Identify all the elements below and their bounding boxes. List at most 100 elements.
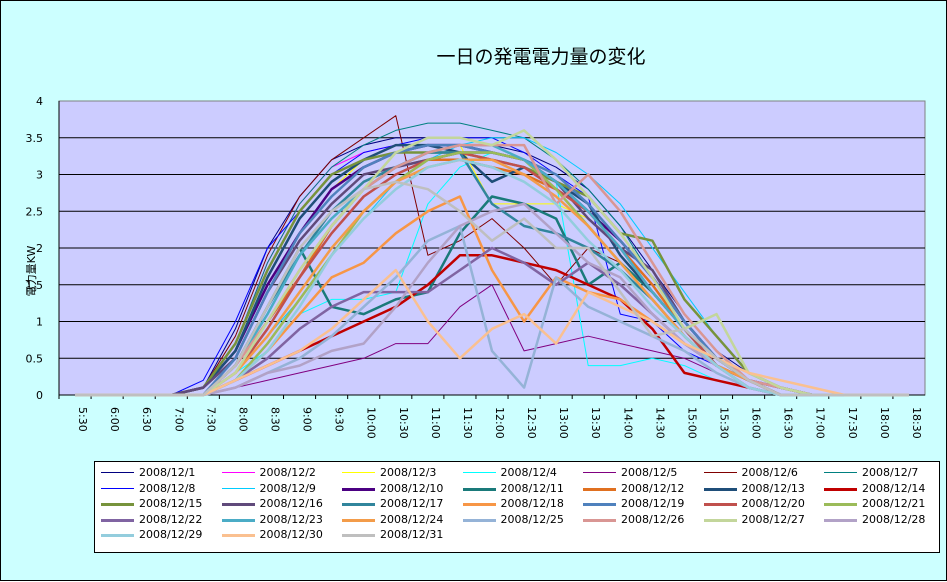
x-tick-label: 5:30 bbox=[76, 407, 89, 432]
series-lines bbox=[75, 115, 909, 397]
legend-label: 2008/12/18 bbox=[500, 497, 564, 510]
legend-swatch bbox=[703, 472, 737, 473]
x-tick-label: 10:30 bbox=[397, 407, 410, 439]
x-tick-label: 18:30 bbox=[910, 407, 923, 439]
legend-label: 2008/12/29 bbox=[139, 528, 203, 541]
legend-swatch bbox=[221, 487, 255, 489]
y-tick-label: 3 bbox=[36, 169, 43, 182]
legend: 2008/12/1 2008/12/2 2008/12/3 2008/12/4 2008… bbox=[94, 461, 940, 553]
legend-label: 2008/12/30 bbox=[259, 528, 323, 541]
legend-label: 2008/12/6 bbox=[741, 466, 798, 479]
x-tick-label: 7:30 bbox=[204, 407, 217, 432]
legend-label: 2008/12/14 bbox=[862, 481, 926, 495]
x-tick-label: 17:30 bbox=[846, 407, 859, 439]
legend-swatch bbox=[221, 534, 255, 537]
legend-swatch bbox=[583, 472, 616, 473]
legend-label: 2008/12/27 bbox=[741, 512, 805, 526]
legend-label: 2008/12/2 bbox=[259, 466, 316, 479]
legend-label: 2008/12/23 bbox=[259, 512, 323, 526]
legend-swatch bbox=[342, 518, 375, 522]
y-tick-label: 2 bbox=[36, 242, 43, 255]
legend-swatch bbox=[824, 503, 857, 506]
legend-swatch bbox=[342, 487, 375, 491]
x-tick-label: 8:30 bbox=[268, 407, 281, 432]
legend-label: 2008/12/12 bbox=[621, 481, 685, 495]
y-tick-label: 1.5 bbox=[26, 279, 44, 292]
x-tick-label: 16:30 bbox=[782, 407, 795, 439]
legend-label: 2008/12/4 bbox=[500, 466, 557, 479]
x-tick-label: 14:30 bbox=[653, 407, 666, 439]
legend-label: 2008/12/7 bbox=[862, 466, 919, 479]
legend-swatch bbox=[101, 472, 134, 473]
x-tick-label: 18:00 bbox=[878, 407, 891, 439]
legend-swatch bbox=[703, 503, 737, 506]
legend-label: 2008/12/25 bbox=[500, 512, 564, 526]
x-tick-label: 9:00 bbox=[301, 407, 314, 432]
y-tick-label: 1 bbox=[36, 316, 43, 329]
x-tick-label: 15:30 bbox=[718, 407, 731, 439]
x-tick-label: 8:00 bbox=[236, 407, 249, 432]
legend-swatch bbox=[703, 518, 737, 522]
x-tick-label: 10:00 bbox=[365, 407, 378, 439]
legend-swatch bbox=[462, 487, 496, 491]
x-tick-label: 14:00 bbox=[621, 407, 634, 439]
legend-swatch bbox=[101, 503, 134, 506]
legend-swatch bbox=[583, 487, 616, 491]
legend-swatch bbox=[101, 518, 134, 522]
legend-swatch bbox=[824, 487, 857, 491]
legend-swatch bbox=[583, 518, 616, 522]
y-axis-ticks: 0 0.5 1 1.5 2 2.5 3 3.5 4 bbox=[26, 95, 44, 402]
x-tick-label: 13:00 bbox=[557, 407, 570, 439]
legend-swatch bbox=[221, 503, 255, 506]
legend-label: 2008/12/11 bbox=[500, 481, 564, 495]
x-tick-label: 13:30 bbox=[589, 407, 602, 439]
y-tick-label: 0 bbox=[36, 389, 43, 402]
legend-swatch bbox=[824, 518, 857, 522]
legend-label: 2008/12/21 bbox=[862, 497, 926, 510]
legend-swatch bbox=[342, 503, 375, 506]
legend-label: 2008/12/28 bbox=[862, 512, 926, 526]
legend-label: 2008/12/17 bbox=[380, 497, 444, 510]
y-tick-label: 3.5 bbox=[26, 132, 44, 145]
x-tick-label: 11:00 bbox=[429, 407, 442, 439]
legend-swatch bbox=[342, 472, 375, 473]
legend-swatch bbox=[101, 534, 134, 537]
y-tick-label: 0.5 bbox=[26, 352, 44, 365]
y-tick-label: 2.5 bbox=[26, 205, 44, 218]
legend-swatch bbox=[703, 487, 737, 491]
legend-swatch bbox=[824, 472, 857, 473]
legend-label: 2008/12/3 bbox=[380, 466, 437, 479]
x-tick-label: 16:00 bbox=[750, 407, 763, 439]
legend-swatch bbox=[342, 534, 375, 537]
legend-label: 2008/12/5 bbox=[621, 466, 678, 479]
legend-label: 2008/12/16 bbox=[259, 497, 323, 510]
legend-label: 2008/12/10 bbox=[380, 481, 444, 495]
legend-swatch bbox=[462, 472, 496, 473]
legend-swatch bbox=[462, 503, 496, 506]
legend-label: 2008/12/24 bbox=[380, 512, 444, 526]
legend-swatch bbox=[101, 487, 134, 489]
legend-label: 2008/12/15 bbox=[139, 497, 203, 510]
x-tick-label: 6:30 bbox=[140, 407, 153, 432]
x-tick-label: 9:30 bbox=[333, 407, 346, 432]
x-tick-label: 7:00 bbox=[172, 407, 185, 432]
legend-swatch bbox=[462, 518, 496, 522]
series-line-31 bbox=[75, 180, 909, 397]
x-tick-label: 11:30 bbox=[461, 407, 474, 439]
legend-swatch bbox=[583, 503, 616, 506]
x-tick-label: 15:00 bbox=[685, 407, 698, 439]
series-line-30 bbox=[75, 268, 909, 397]
legend-label: 2008/12/19 bbox=[621, 497, 685, 510]
y-axis-label: 電力量KW bbox=[25, 246, 38, 297]
series-line-27 bbox=[75, 129, 909, 397]
legend-label: 2008/12/22 bbox=[139, 512, 203, 526]
legend-label: 2008/12/1 bbox=[139, 466, 196, 479]
x-tick-label: 6:00 bbox=[108, 407, 121, 432]
legend-label: 2008/12/26 bbox=[621, 512, 685, 526]
y-tick-label: 4 bbox=[36, 95, 43, 108]
legend-label: 2008/12/13 bbox=[741, 481, 805, 495]
legend-label: 2008/12/8 bbox=[139, 481, 196, 495]
x-tick-label: 17:00 bbox=[814, 407, 827, 439]
